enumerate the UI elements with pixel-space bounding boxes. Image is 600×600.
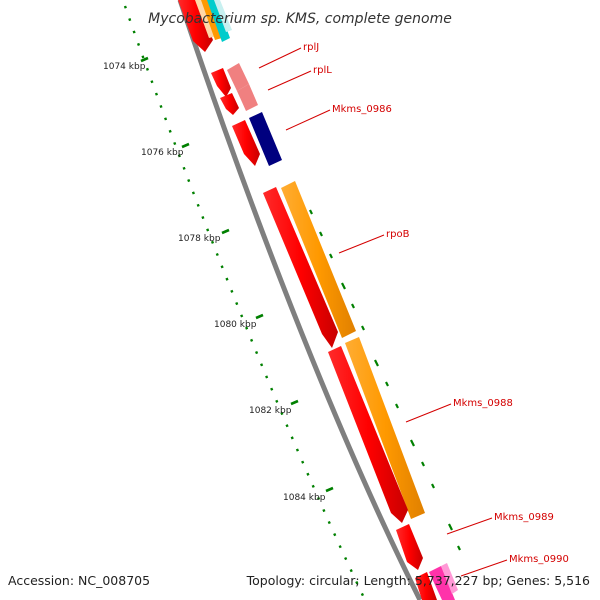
scale-major-ticks bbox=[140, 56, 334, 493]
inner-tick bbox=[457, 545, 461, 551]
gene-red-large-inner[interactable] bbox=[263, 187, 338, 348]
major-tick bbox=[290, 399, 299, 406]
major-tick bbox=[140, 56, 149, 63]
gene-red-0985[interactable] bbox=[232, 120, 260, 166]
major-tick bbox=[255, 313, 264, 320]
label-rplL[interactable]: rplL bbox=[313, 65, 332, 76]
inner-tick bbox=[351, 303, 355, 309]
genome-backbone bbox=[177, 0, 423, 600]
ruler-label: 1082 kbp bbox=[249, 406, 292, 416]
leader-Mkms_0988 bbox=[405, 403, 452, 423]
gene-Mkms_0990-accent[interactable] bbox=[441, 563, 458, 594]
ruler-label: 1084 kbp bbox=[283, 493, 326, 503]
inner-tick bbox=[421, 461, 425, 467]
gene-rpoB[interactable] bbox=[281, 181, 356, 338]
gene-bottom-red[interactable] bbox=[415, 572, 437, 600]
label-rplJ[interactable]: rplJ bbox=[303, 42, 319, 53]
gene-small-red-2[interactable] bbox=[220, 93, 239, 115]
gene-top-orange[interactable] bbox=[201, 0, 222, 40]
inner-tick bbox=[410, 439, 415, 447]
gene-Mkms_0986[interactable] bbox=[249, 112, 282, 166]
inner-tick bbox=[319, 231, 323, 237]
label-leaders bbox=[258, 47, 508, 577]
inner-tick bbox=[341, 282, 346, 290]
inner-tick bbox=[395, 403, 399, 409]
label-Mkms_0989[interactable]: Mkms_0989 bbox=[494, 512, 554, 523]
label-rpoB[interactable]: rpoB bbox=[386, 229, 410, 240]
leader-Mkms_0989 bbox=[446, 517, 493, 535]
inner-ticks bbox=[309, 209, 461, 551]
gene-top-lightcyan[interactable] bbox=[214, 0, 232, 32]
leader-rplL bbox=[267, 70, 312, 91]
gene-Mkms_0990[interactable] bbox=[429, 566, 455, 600]
gene-Mkms_0988[interactable] bbox=[345, 337, 425, 519]
inner-tick bbox=[361, 325, 365, 331]
major-tick bbox=[221, 228, 230, 235]
label-Mkms_0988[interactable]: Mkms_0988 bbox=[453, 398, 513, 409]
gene-red-inner-2[interactable] bbox=[328, 346, 408, 523]
gene-labels: rplJ rplL Mkms_0986 rpoB Mkms_0988 Mkms_… bbox=[303, 42, 569, 565]
gene-Mkms_0989[interactable] bbox=[396, 524, 423, 570]
major-tick bbox=[325, 486, 334, 493]
inner-tick bbox=[431, 483, 435, 489]
gene-small-red-1[interactable] bbox=[211, 68, 231, 97]
gene-rplJ[interactable] bbox=[227, 63, 249, 91]
inner-tick bbox=[448, 523, 453, 531]
ruler-labels: 1074 kbp 1076 kbp 1078 kbp 1080 kbp 1082… bbox=[103, 62, 326, 503]
topology-info: Topology: circular; Length: 5,737,227 bp… bbox=[246, 573, 590, 588]
label-Mkms_0986[interactable]: Mkms_0986 bbox=[332, 104, 392, 115]
gene-top-red[interactable] bbox=[178, 0, 213, 52]
ruler-label: 1074 kbp bbox=[103, 62, 146, 72]
leader-rpoB bbox=[338, 234, 385, 254]
major-tick bbox=[181, 142, 190, 149]
leader-Mkms_0990 bbox=[460, 559, 508, 577]
ruler-label: 1076 kbp bbox=[141, 148, 184, 158]
gene-rplL[interactable] bbox=[237, 84, 258, 111]
inner-tick bbox=[309, 209, 313, 215]
inner-tick bbox=[385, 381, 389, 387]
ruler-label: 1080 kbp bbox=[214, 320, 257, 330]
inner-tick bbox=[329, 253, 333, 259]
map-title: Mycobacterium sp. KMS, complete genome bbox=[148, 11, 452, 27]
inner-tick bbox=[374, 359, 379, 367]
label-Mkms_0990[interactable]: Mkms_0990 bbox=[509, 554, 569, 565]
accession-info: Accession: NC_008705 bbox=[8, 573, 151, 588]
gene-top-cyan[interactable] bbox=[207, 0, 230, 42]
leader-rplJ bbox=[258, 47, 302, 69]
ruler-label: 1078 kbp bbox=[178, 234, 221, 244]
leader-Mkms_0986 bbox=[285, 109, 331, 131]
